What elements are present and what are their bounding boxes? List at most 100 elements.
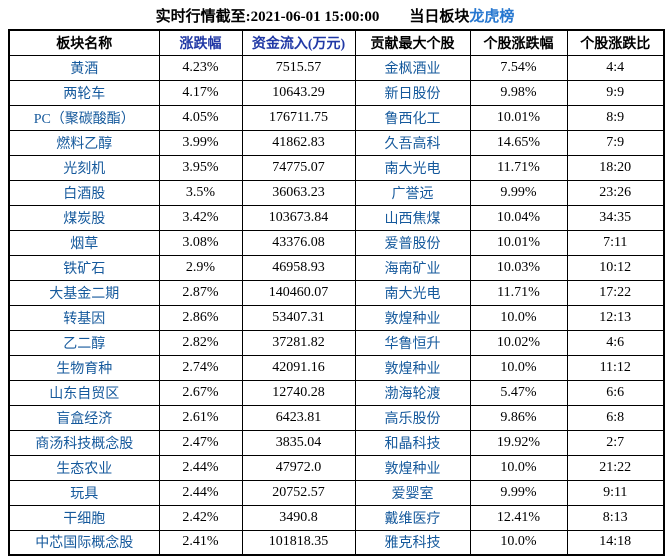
stock-link[interactable]: 金枫酒业 xyxy=(354,54,471,81)
inflow-value: 47972.0 xyxy=(241,454,356,481)
sector-change-value: 2.67% xyxy=(158,379,243,406)
sector-change-value: 2.44% xyxy=(158,479,243,506)
sector-change-value: 2.42% xyxy=(158,504,243,531)
updown-ratio-value: 8:13 xyxy=(566,504,665,531)
stock-link[interactable]: 戴维医疗 xyxy=(354,504,471,531)
stock-change-value: 10.01% xyxy=(469,104,568,131)
stock-change-value: 10.03% xyxy=(469,254,568,281)
stock-change-value: 9.99% xyxy=(469,479,568,506)
sector-change-value: 2.44% xyxy=(158,454,243,481)
column-header-updown-ratio: 个股涨跌比 xyxy=(566,29,665,56)
sector-link[interactable]: 两轮车 xyxy=(8,79,160,106)
inflow-value: 12740.28 xyxy=(241,379,356,406)
stock-link[interactable]: 敦煌种业 xyxy=(354,304,471,331)
column-header-inflow[interactable]: 资金流入(万元) xyxy=(241,29,356,56)
stock-change-value: 9.86% xyxy=(469,404,568,431)
stock-change-value: 10.0% xyxy=(469,304,568,331)
sector-change-value: 3.99% xyxy=(158,129,243,156)
table-row: 白酒股 3.5% 36063.23 广誉远 9.99% 23:26 xyxy=(8,179,665,206)
updown-ratio-value: 10:12 xyxy=(566,254,665,281)
stock-link[interactable]: 华鲁恒升 xyxy=(354,329,471,356)
updown-ratio-value: 14:18 xyxy=(566,529,665,556)
stock-link[interactable]: 山西焦煤 xyxy=(354,204,471,231)
sector-link[interactable]: 盲盒经济 xyxy=(8,404,160,431)
stock-link[interactable]: 新日股份 xyxy=(354,79,471,106)
sector-link[interactable]: 燃料乙醇 xyxy=(8,129,160,156)
sector-link[interactable]: 山东自贸区 xyxy=(8,379,160,406)
stock-link[interactable]: 鲁西化工 xyxy=(354,104,471,131)
stock-link[interactable]: 雅克科技 xyxy=(354,529,471,556)
inflow-value: 43376.08 xyxy=(241,229,356,256)
sector-change-value: 2.86% xyxy=(158,304,243,331)
updown-ratio-value: 17:22 xyxy=(566,279,665,306)
stock-change-value: 10.02% xyxy=(469,329,568,356)
inflow-value: 37281.82 xyxy=(241,329,356,356)
stock-change-value: 10.0% xyxy=(469,354,568,381)
stock-link[interactable]: 敦煌种业 xyxy=(354,454,471,481)
sector-link[interactable]: 转基因 xyxy=(8,304,160,331)
sector-link[interactable]: 玩具 xyxy=(8,479,160,506)
sector-link[interactable]: 商汤科技概念股 xyxy=(8,429,160,456)
updown-ratio-value: 7:9 xyxy=(566,129,665,156)
stock-change-value: 7.54% xyxy=(469,54,568,81)
stock-link[interactable]: 爱婴室 xyxy=(354,479,471,506)
stock-link[interactable]: 南大光电 xyxy=(354,154,471,181)
stock-link[interactable]: 南大光电 xyxy=(354,279,471,306)
title-bar: 实时行情截至:2021-06-01 15:00:00 当日板块龙虎榜 xyxy=(0,0,670,29)
table-row: 干细胞 2.42% 3490.8 戴维医疗 12.41% 8:13 xyxy=(8,504,665,531)
stock-link[interactable]: 广誉远 xyxy=(354,179,471,206)
quote-timestamp: 实时行情截至:2021-06-01 15:00:00 xyxy=(155,9,380,25)
stock-change-value: 5.47% xyxy=(469,379,568,406)
inflow-value: 176711.75 xyxy=(241,104,356,131)
inflow-value: 46958.93 xyxy=(241,254,356,281)
sector-change-value: 2.82% xyxy=(158,329,243,356)
column-header-stock-change: 个股涨跌幅 xyxy=(469,29,568,56)
updown-ratio-value: 8:9 xyxy=(566,104,665,131)
sector-change-value: 2.47% xyxy=(158,429,243,456)
sector-change-value: 2.61% xyxy=(158,404,243,431)
sector-link[interactable]: 烟草 xyxy=(8,229,160,256)
inflow-value: 42091.16 xyxy=(241,354,356,381)
stock-link[interactable]: 和晶科技 xyxy=(354,429,471,456)
updown-ratio-value: 6:8 xyxy=(566,404,665,431)
column-header-sector-name: 板块名称 xyxy=(8,29,160,56)
stock-change-value: 19.92% xyxy=(469,429,568,456)
table-row: 铁矿石 2.9% 46958.93 海南矿业 10.03% 10:12 xyxy=(8,254,665,281)
stock-link[interactable]: 敦煌种业 xyxy=(354,354,471,381)
stock-change-value: 11.71% xyxy=(469,154,568,181)
sector-link[interactable]: 煤炭股 xyxy=(8,204,160,231)
stock-link[interactable]: 海南矿业 xyxy=(354,254,471,281)
table-row: 生物育种 2.74% 42091.16 敦煌种业 10.0% 11:12 xyxy=(8,354,665,381)
sector-link[interactable]: 铁矿石 xyxy=(8,254,160,281)
column-header-top-stock: 贡献最大个股 xyxy=(354,29,471,56)
sector-link[interactable]: 生态农业 xyxy=(8,454,160,481)
stock-link[interactable]: 高乐股份 xyxy=(354,404,471,431)
updown-ratio-value: 11:12 xyxy=(566,354,665,381)
sector-link[interactable]: 中芯国际概念股 xyxy=(8,529,160,556)
sector-change-value: 2.41% xyxy=(158,529,243,556)
sector-link[interactable]: 黄酒 xyxy=(8,54,160,81)
table-row: 燃料乙醇 3.99% 41862.83 久吾高科 14.65% 7:9 xyxy=(8,129,665,156)
stock-link[interactable]: 久吾高科 xyxy=(354,129,471,156)
dragon-tiger-list-link[interactable]: 龙虎榜 xyxy=(469,9,515,25)
inflow-value: 3490.8 xyxy=(241,504,356,531)
inflow-value: 53407.31 xyxy=(241,304,356,331)
updown-ratio-value: 6:6 xyxy=(566,379,665,406)
stock-link[interactable]: 爱普股份 xyxy=(354,229,471,256)
table-row: 乙二醇 2.82% 37281.82 华鲁恒升 10.02% 4:6 xyxy=(8,329,665,356)
sector-change-value: 4.05% xyxy=(158,104,243,131)
updown-ratio-value: 7:11 xyxy=(566,229,665,256)
sector-link[interactable]: PC（聚碳酸酯） xyxy=(8,104,160,131)
sector-link[interactable]: 光刻机 xyxy=(8,154,160,181)
column-header-change[interactable]: 涨跌幅 xyxy=(158,29,243,56)
sector-link[interactable]: 干细胞 xyxy=(8,504,160,531)
updown-ratio-value: 9:9 xyxy=(566,79,665,106)
updown-ratio-value: 4:6 xyxy=(566,329,665,356)
sector-change-value: 2.74% xyxy=(158,354,243,381)
table-row: 生态农业 2.44% 47972.0 敦煌种业 10.0% 21:22 xyxy=(8,454,665,481)
sector-link[interactable]: 乙二醇 xyxy=(8,329,160,356)
sector-link[interactable]: 大基金二期 xyxy=(8,279,160,306)
stock-link[interactable]: 渤海轮渡 xyxy=(354,379,471,406)
sector-link[interactable]: 白酒股 xyxy=(8,179,160,206)
sector-link[interactable]: 生物育种 xyxy=(8,354,160,381)
